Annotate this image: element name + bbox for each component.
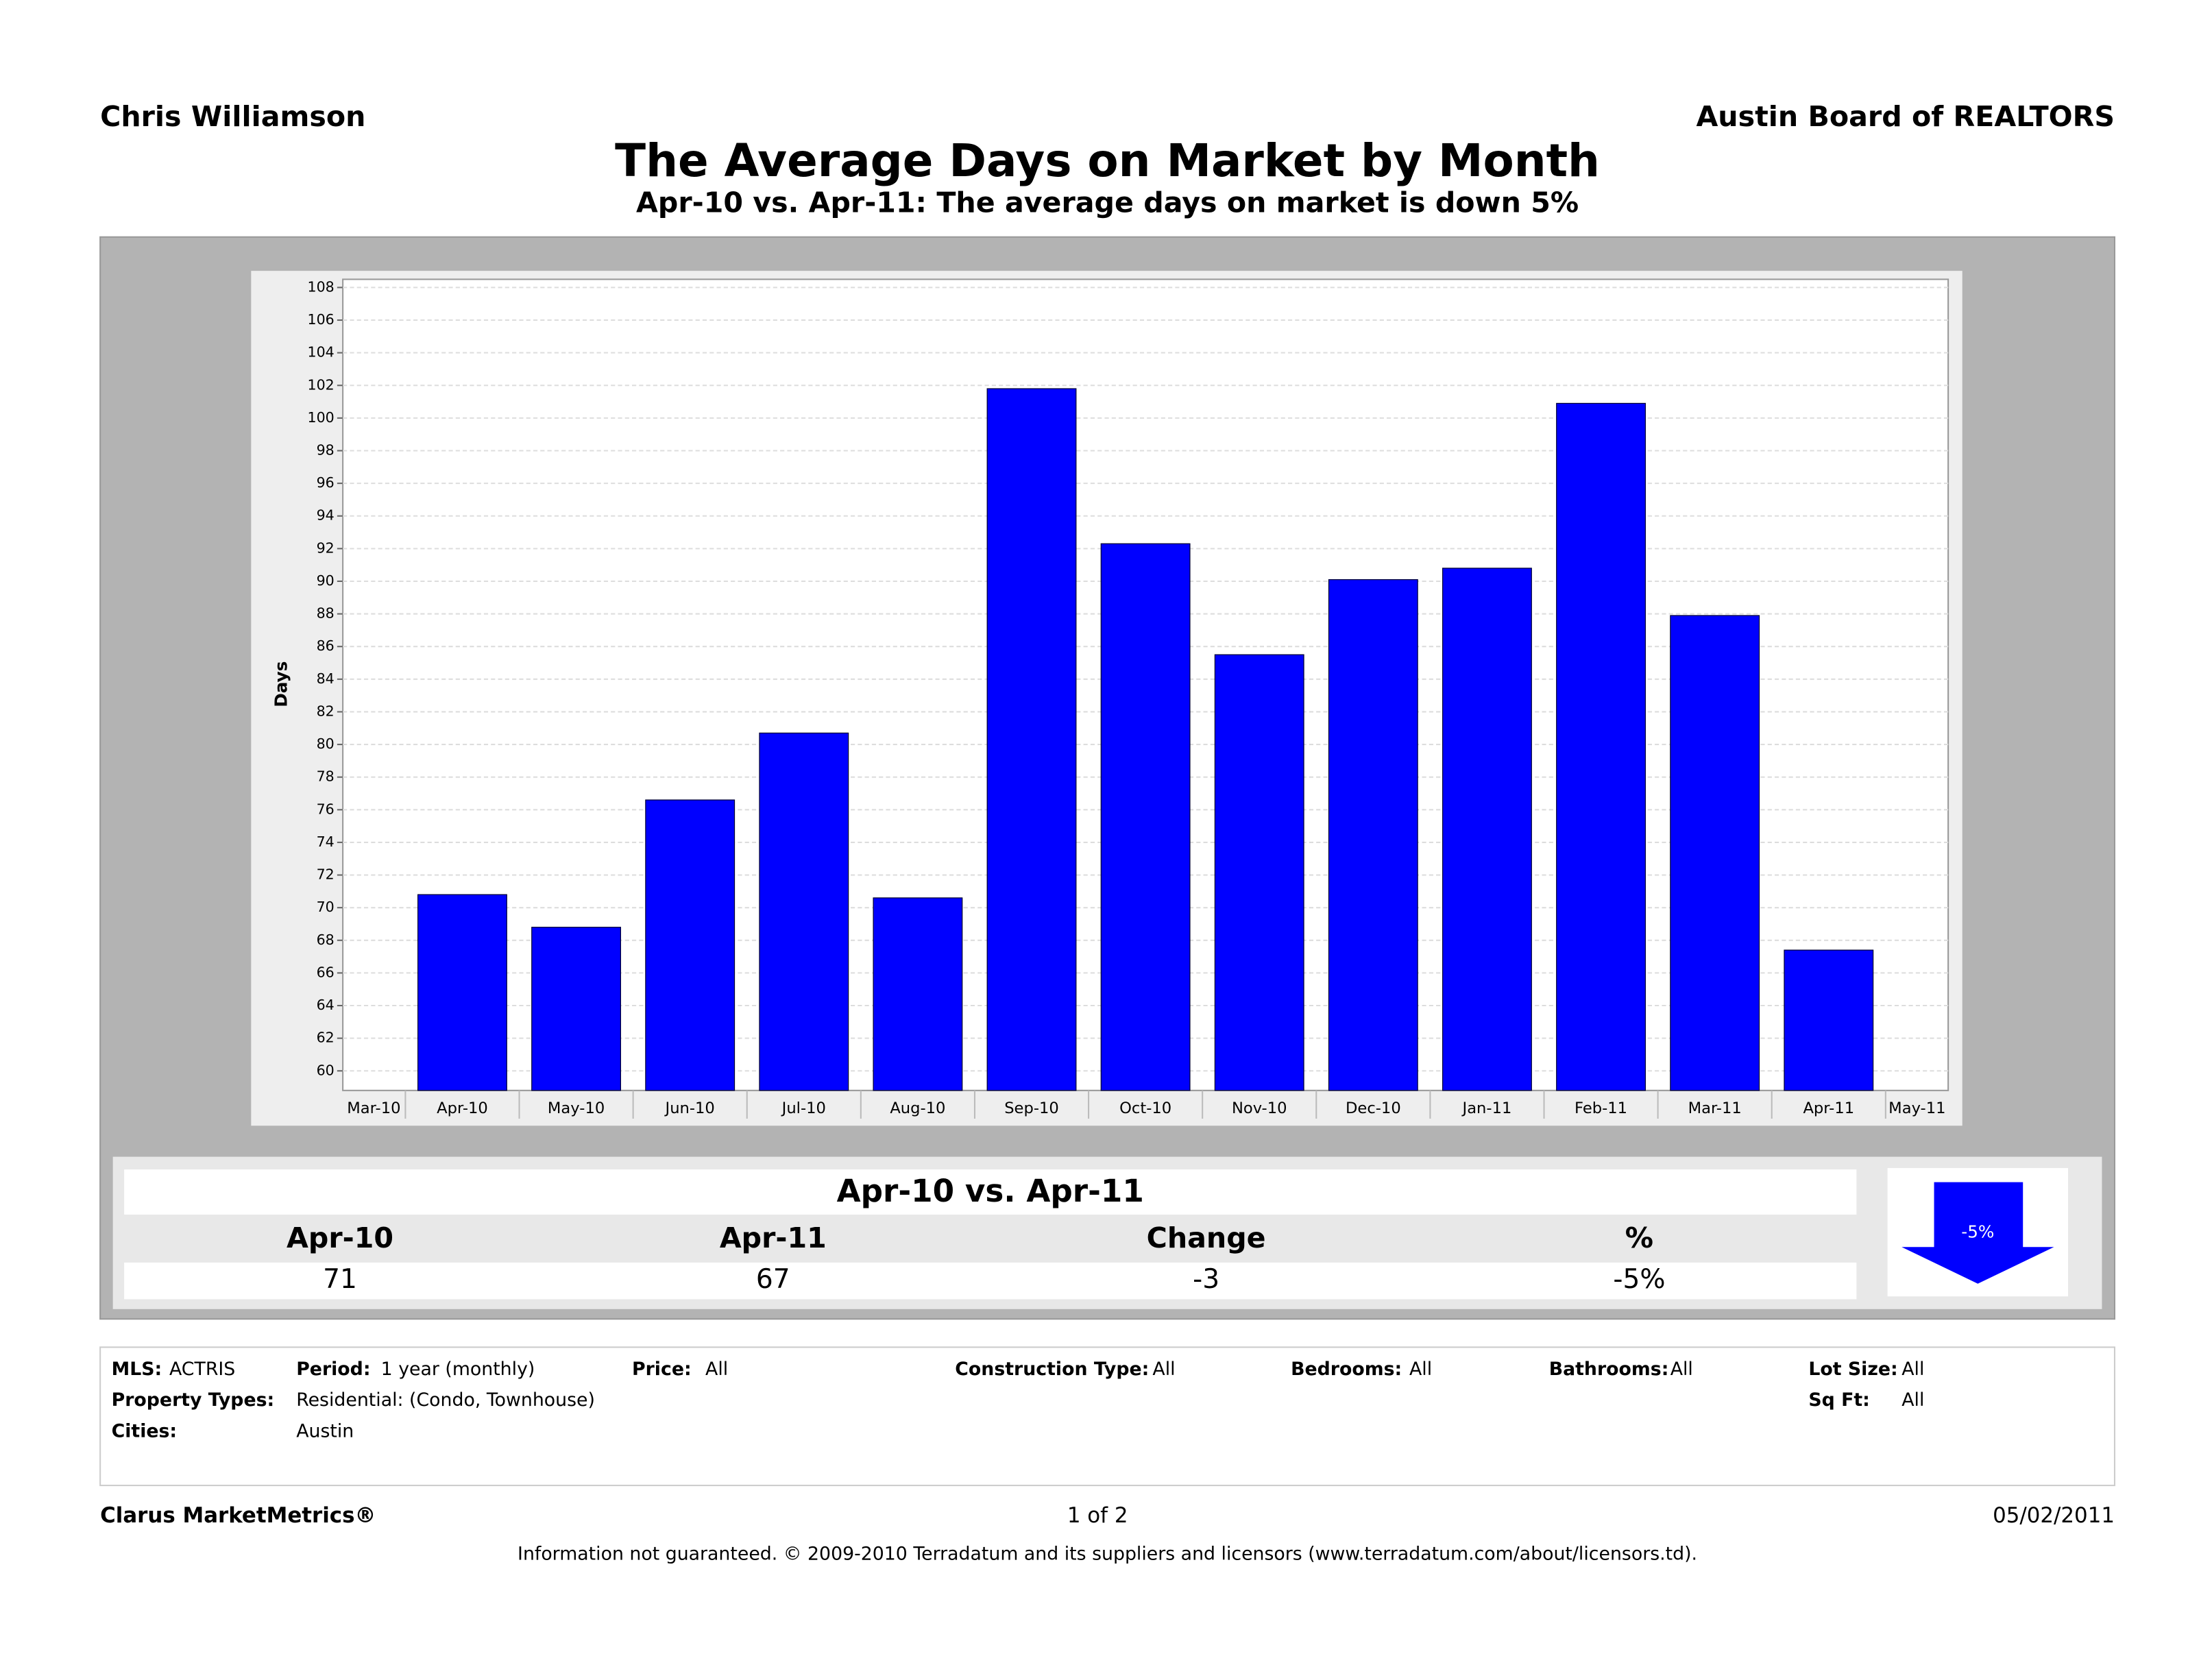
y-tick-label: 70	[317, 899, 335, 915]
bar	[1670, 615, 1760, 1091]
bar	[873, 897, 963, 1091]
brand: Clarus MarketMetrics®	[100, 1503, 376, 1528]
y-tick-label: 96	[317, 474, 335, 491]
x-tick-label: Dec-10	[1346, 1099, 1401, 1117]
filter-label: Bedrooms:	[1291, 1359, 1402, 1380]
down-arrow	[1901, 1182, 2054, 1284]
y-tick-label: 78	[317, 768, 335, 785]
summary-value: -3	[1193, 1264, 1219, 1295]
summary-title-row	[124, 1169, 1857, 1215]
x-tick-label: Feb-11	[1575, 1099, 1627, 1117]
y-tick-label: 60	[317, 1062, 335, 1078]
x-tick-label: May-11	[1888, 1099, 1945, 1117]
y-tick-label: 102	[307, 376, 334, 393]
y-tick-label: 76	[317, 801, 335, 817]
filter-label: MLS:	[112, 1359, 162, 1380]
summary-header: Apr-11	[720, 1221, 827, 1254]
y-tick-label: 68	[317, 932, 335, 948]
y-tick-label: 84	[317, 670, 335, 687]
filter-value: ACTRIS	[169, 1359, 235, 1380]
y-tick-label: 64	[317, 997, 335, 1013]
filter-value: All	[705, 1359, 728, 1380]
filter-value: Residential: (Condo, Townhouse)	[296, 1389, 595, 1411]
bar	[986, 388, 1077, 1091]
bar	[1214, 654, 1304, 1091]
y-tick-label: 72	[317, 866, 335, 883]
x-tick-label: Mar-11	[1688, 1099, 1742, 1117]
bar	[1100, 543, 1191, 1091]
disclaimer: Information not guaranteed. © 2009-2010 …	[518, 1543, 1697, 1564]
x-tick-label: Aug-10	[890, 1099, 945, 1117]
y-tick-label: 86	[317, 637, 335, 654]
x-tick-label: May-10	[548, 1099, 605, 1117]
bar	[1328, 579, 1418, 1091]
y-tick-label: 62	[317, 1030, 335, 1046]
bar	[645, 799, 736, 1091]
filter-value: All	[1670, 1359, 1693, 1380]
report-date: 05/02/2011	[1993, 1503, 2115, 1528]
summary-header: %	[1625, 1221, 1653, 1254]
filter-box	[99, 1346, 2116, 1487]
bar	[1556, 402, 1646, 1091]
y-tick-label: 94	[317, 507, 335, 524]
y-tick-label: 82	[317, 703, 335, 719]
x-tick-label: Mar-10	[347, 1099, 400, 1117]
filter-label: Lot Size:	[1808, 1359, 1897, 1380]
bar	[1784, 949, 1874, 1091]
filter-label: Period:	[296, 1359, 370, 1380]
filter-label: Bathrooms:	[1549, 1359, 1669, 1380]
y-tick-label: 88	[317, 605, 335, 622]
bar	[1442, 568, 1532, 1091]
x-tick-label: Sep-10	[1004, 1099, 1059, 1117]
y-tick-label: 104	[307, 344, 334, 361]
agent-name: Chris Williamson	[100, 100, 365, 133]
filter-value: Austin	[296, 1420, 354, 1442]
filter-label: Construction Type:	[955, 1359, 1149, 1380]
y-tick-label: 80	[317, 735, 335, 752]
summary-title: Apr-10 vs. Apr-11	[837, 1173, 1144, 1209]
badge-label: -5%	[1961, 1222, 1994, 1242]
filter-value: All	[1901, 1359, 1924, 1380]
chart-subtitle: Apr-10 vs. Apr-11: The average days on m…	[636, 186, 1579, 219]
board-name: Austin Board of REALTORS	[1696, 100, 2115, 133]
y-axis-label: Days	[271, 661, 291, 707]
filter-label: Sq Ft:	[1808, 1389, 1870, 1411]
summary-header: Change	[1147, 1221, 1266, 1254]
summary-header: Apr-10	[287, 1221, 393, 1254]
y-tick-label: 92	[317, 539, 335, 556]
x-tick-label: Jul-10	[781, 1099, 826, 1117]
filter-value: All	[1901, 1389, 1924, 1411]
bar	[531, 927, 622, 1091]
bar	[759, 732, 849, 1091]
chart-title: The Average Days on Market by Month	[615, 134, 1600, 187]
filter-label: Price:	[632, 1359, 692, 1380]
page-number: 1 of 2	[1067, 1503, 1128, 1528]
y-tick-label: 66	[317, 964, 335, 980]
x-tick-label: Apr-11	[1803, 1099, 1854, 1117]
filter-value: All	[1409, 1359, 1432, 1380]
y-tick-label: 106	[307, 311, 334, 328]
y-tick-label: 98	[317, 441, 335, 458]
bar	[417, 894, 507, 1091]
filter-value: 1 year (monthly)	[381, 1359, 535, 1380]
summary-value: 71	[323, 1264, 357, 1295]
y-tick-label: 108	[307, 278, 334, 295]
filter-value: All	[1152, 1359, 1175, 1380]
x-tick-label: Apr-10	[437, 1099, 488, 1117]
y-tick-label: 74	[317, 834, 335, 850]
y-tick-label: 90	[317, 572, 335, 589]
x-tick-label: Nov-10	[1232, 1099, 1287, 1117]
summary-value-row	[124, 1262, 1857, 1300]
x-tick-label: Oct-10	[1119, 1099, 1171, 1117]
x-tick-label: Jan-11	[1461, 1099, 1512, 1117]
summary-value: -5%	[1613, 1264, 1665, 1295]
x-tick-label: Jun-10	[664, 1099, 715, 1117]
y-tick-label: 100	[307, 409, 334, 426]
summary-value: 67	[756, 1264, 790, 1295]
filter-label: Property Types:	[112, 1389, 275, 1411]
filter-label: Cities:	[112, 1420, 178, 1442]
